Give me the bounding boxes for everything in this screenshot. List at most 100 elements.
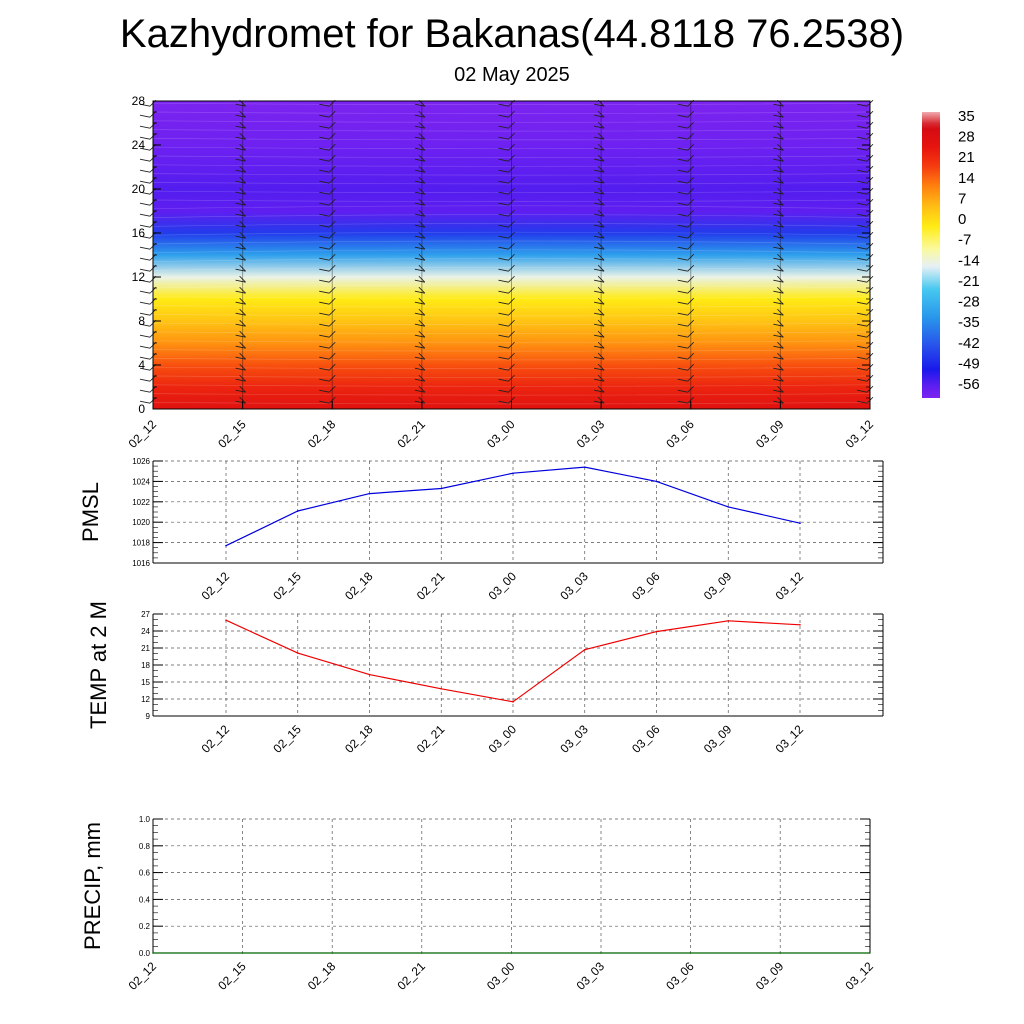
y-axis-label: PRECIP, mm <box>80 822 105 950</box>
x-tick-label: 02_21 <box>394 959 428 993</box>
heatmap-panel: 0 4 8 12 16 20 24 28 02_12 02_15 02_18 02_21 03_00 03… <box>126 94 877 451</box>
colorbar: 35 28 21 14 7 0 -7 -14 -21 -28 -35 -42 -49 -56 <box>922 108 980 398</box>
precip-panel: 0.0 0.2 0.4 0.6 0.8 1.0 PRECIP, mm 02_12 02_15 02… <box>80 815 876 993</box>
colorbar-label: -7 <box>958 232 971 249</box>
wind-barb-column <box>594 99 605 409</box>
data-point <box>779 952 781 954</box>
y-tick-label: 0.2 <box>139 922 151 931</box>
y-tick-label: 1016 <box>132 559 150 568</box>
colorbar-fill <box>922 112 940 398</box>
colorbar-label: -42 <box>958 335 980 352</box>
colorbar-label: -56 <box>958 376 980 393</box>
x-tick-label: 02_15 <box>215 417 249 451</box>
y-tick-label: 20 <box>132 182 146 196</box>
data-point <box>296 652 299 654</box>
x-tick-label: 03_06 <box>663 959 697 993</box>
x-tick-label: 03_00 <box>484 417 518 451</box>
colorbar-label: 28 <box>958 129 975 146</box>
x-tick-label: 03_12 <box>843 417 877 451</box>
y-axis-label: PMSL <box>78 482 103 542</box>
y-tick-label: 27 <box>141 610 150 619</box>
y-tick-label: 12 <box>132 270 146 284</box>
y-tick-label: 1.0 <box>139 815 151 824</box>
chart-title: Kazhydromet for Bakanas(44.8118 76.2538) <box>119 12 905 56</box>
x-tick-label: 02_18 <box>305 959 339 993</box>
y-tick-label: 24 <box>141 627 150 636</box>
data-point <box>225 619 227 622</box>
colorbar-label: -35 <box>958 314 980 331</box>
x-tick-label: 03_03 <box>557 722 591 756</box>
x-tick-label: 03_09 <box>701 722 735 756</box>
x-tick-label: 03_12 <box>773 722 807 756</box>
x-tick-label: 03_12 <box>842 959 876 993</box>
colorbar-label: -49 <box>958 355 980 372</box>
y-tick-label: 1020 <box>132 518 150 527</box>
y-tick-label: 9 <box>146 712 151 721</box>
data-point <box>225 544 227 547</box>
data-point <box>241 952 244 954</box>
data-point <box>421 952 423 954</box>
x-tick-label: 03_06 <box>663 417 697 451</box>
x-tick-label: 03_03 <box>557 569 591 603</box>
data-point <box>368 673 371 676</box>
heatmap-field <box>153 101 870 409</box>
wind-barb-column <box>677 99 695 409</box>
data-point <box>512 472 514 475</box>
y-tick-label: 8 <box>138 314 145 328</box>
data-point <box>296 510 299 512</box>
data-point <box>152 952 154 954</box>
data-point <box>583 648 586 651</box>
x-tick-label: 02_21 <box>414 722 448 756</box>
y-tick-label: 0 <box>138 402 145 416</box>
x-tick-label: 02_21 <box>394 417 428 451</box>
data-point <box>583 466 586 468</box>
y-tick-label: 0.8 <box>139 842 151 851</box>
y-tick-label: 21 <box>141 644 150 653</box>
y-tick-label: 1022 <box>132 498 150 507</box>
colorbar-label: 35 <box>958 108 975 125</box>
x-tick-label: 03_09 <box>701 569 735 603</box>
y-tick-label: 0.0 <box>139 949 151 958</box>
wind-barb-column <box>414 99 426 409</box>
x-tick-label: 03_00 <box>486 569 520 603</box>
wind-barb-column <box>235 99 246 409</box>
colorbar-label: 7 <box>958 190 966 207</box>
x-tick-label: 02_12 <box>199 569 233 603</box>
chart-date: 02 May 2025 <box>454 64 570 86</box>
data-point <box>510 952 513 954</box>
x-tick-label: 03_00 <box>486 722 520 756</box>
y-tick-label: 15 <box>141 678 150 687</box>
x-tick-label: 02_18 <box>305 417 339 451</box>
colorbar-label: 0 <box>958 211 966 228</box>
pmsl-panel: 1016 1018 1020 1022 1024 1026 PMSL 02_12 02_15 02… <box>78 457 884 603</box>
temp-2m-panel: 9 12 15 18 21 24 27 TEMP at 2 M 02_12 02_15 02_18 0… <box>86 601 884 756</box>
data-point <box>689 952 692 954</box>
y-tick-label: 0.6 <box>139 869 151 878</box>
data-point <box>655 630 658 633</box>
data-point <box>799 623 801 626</box>
y-tick-label: 18 <box>141 661 150 670</box>
y-tick-label: 24 <box>132 138 146 152</box>
y-tick-label: 12 <box>141 695 150 704</box>
data-point <box>655 480 658 483</box>
y-tick-label: 1026 <box>132 457 150 466</box>
y-tick-label: 16 <box>132 226 146 240</box>
x-tick-label: 03_09 <box>753 417 787 451</box>
x-tick-label: 03_06 <box>629 569 663 603</box>
wind-barb-column <box>498 99 515 409</box>
y-tick-label: 1024 <box>132 477 150 486</box>
x-tick-label: 03_12 <box>773 569 807 603</box>
data-point <box>869 952 871 954</box>
x-tick-label: 02_12 <box>126 417 160 451</box>
y-tick-label: 28 <box>132 94 146 108</box>
x-tick-label: 02_12 <box>126 959 160 993</box>
colorbar-label: -14 <box>958 252 980 269</box>
data-point <box>600 952 602 954</box>
x-tick-label: 02_15 <box>215 959 249 993</box>
x-tick-label: 02_18 <box>342 569 376 603</box>
x-tick-label: 02_15 <box>270 569 304 603</box>
x-tick-label: 03_09 <box>753 959 787 993</box>
y-axis-label: TEMP at 2 M <box>86 601 111 729</box>
colorbar-label: 14 <box>958 170 975 187</box>
